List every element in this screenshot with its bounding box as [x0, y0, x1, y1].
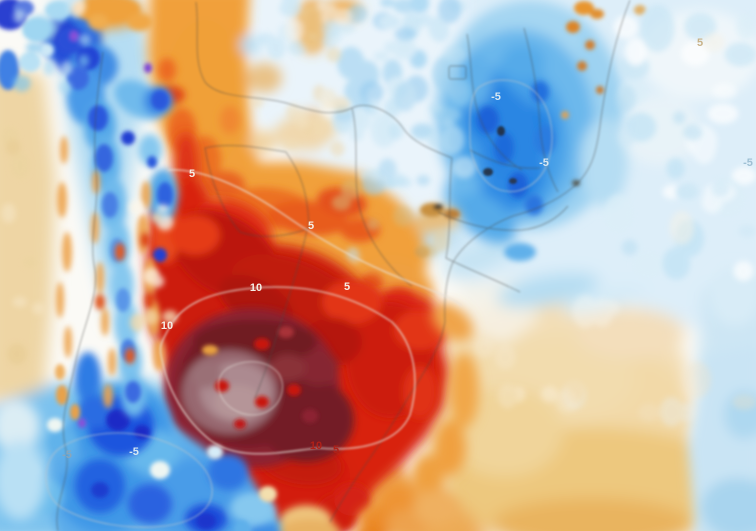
svg-text:-5: -5 — [62, 449, 72, 461]
svg-text:5: 5 — [333, 444, 339, 456]
svg-text:-5: -5 — [743, 157, 753, 169]
svg-text:-5: -5 — [491, 91, 501, 103]
svg-text:5: 5 — [697, 37, 703, 49]
svg-text:-5: -5 — [129, 446, 139, 458]
svg-text:5: 5 — [189, 168, 195, 180]
svg-text:10: 10 — [161, 320, 173, 332]
svg-text:-5: -5 — [539, 157, 549, 169]
svg-text:5: 5 — [344, 281, 350, 293]
svg-text:10: 10 — [250, 282, 262, 294]
svg-text:10: 10 — [310, 440, 322, 452]
svg-text:5: 5 — [308, 220, 314, 232]
